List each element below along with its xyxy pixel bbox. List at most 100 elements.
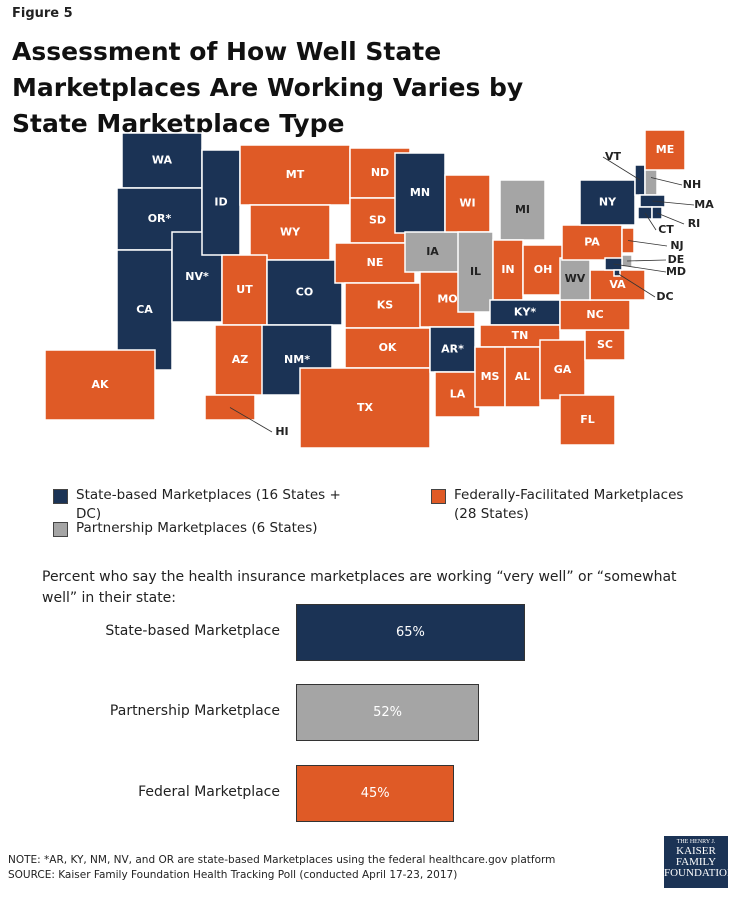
state-label: NV* [185, 270, 209, 283]
state [504, 346, 541, 408]
note: NOTE: *AR, KY, NM, NV, and OR are state-… [8, 854, 556, 866]
state-label: WA [152, 154, 173, 167]
leader-line [602, 156, 641, 181]
state [261, 324, 333, 396]
leader-line [652, 200, 695, 206]
figure-label: Figure 5 [12, 6, 73, 21]
leader-line [644, 212, 657, 231]
state-label: OK [379, 341, 397, 354]
legend-label: Federally-Facilitated Marketplaces (28 S… [454, 487, 684, 522]
leader-line [656, 212, 685, 225]
leader-line [650, 177, 683, 186]
state [344, 327, 431, 369]
state-label: PA [584, 236, 600, 249]
state-label: OR* [148, 212, 172, 225]
state-label: WV [565, 272, 586, 285]
state [299, 367, 431, 449]
state [239, 144, 351, 206]
state [44, 349, 156, 421]
state-label: IL [470, 265, 481, 278]
state-label: GA [554, 363, 572, 376]
value-label: 45% [360, 786, 390, 801]
state-label: ND [371, 166, 389, 179]
state [522, 244, 564, 296]
leader-line [616, 272, 656, 298]
state [559, 257, 591, 301]
state-label: RI [688, 217, 701, 230]
state [434, 371, 481, 418]
state-label: KY* [514, 306, 536, 319]
state-label: FL [580, 413, 595, 426]
state-label: VA [609, 278, 626, 291]
state-label: NH [683, 178, 701, 191]
state [344, 282, 426, 329]
legend-swatch [53, 522, 68, 537]
bar: 52% [296, 684, 480, 741]
leader-line [613, 263, 667, 273]
state [201, 149, 241, 256]
state-label: NC [586, 308, 603, 321]
category-label: Federal Marketplace [138, 783, 280, 800]
logo-text: THE HENRY J. [676, 839, 716, 845]
state-label: MD [666, 265, 686, 278]
logo-text: KAISER [676, 845, 716, 857]
state-label: KS [377, 299, 394, 312]
leader-line [229, 407, 273, 433]
state-label: AR* [441, 343, 464, 356]
legend-label: Partnership Marketplaces (6 States) [76, 520, 318, 536]
legend-swatch [431, 489, 446, 504]
state-label: OH [534, 263, 553, 276]
state [644, 129, 686, 171]
state-label: VT [605, 150, 622, 163]
state [499, 179, 546, 241]
state-label: MI [515, 203, 530, 216]
state [474, 346, 506, 408]
state-label: IA [426, 245, 439, 258]
bar: 45% [296, 765, 455, 822]
state [559, 299, 631, 331]
bar: 65% [296, 604, 525, 661]
legend-label: State-based Marketplaces (16 States + DC… [76, 487, 341, 522]
source: SOURCE: Kaiser Family Foundation Health … [8, 869, 458, 881]
category-label: State-based Marketplace [105, 622, 280, 639]
state-label: WI [459, 197, 475, 210]
logo-text: FAMILY [675, 856, 717, 868]
category-label: Partnership Marketplace [109, 702, 280, 719]
state-label: ME [656, 143, 674, 156]
state [249, 204, 331, 261]
leader-line [626, 259, 667, 262]
state-label: AK [91, 378, 109, 391]
legend-swatch [53, 489, 68, 504]
logo: THE HENRY J. KAISER FAMILY FOUNDATION [664, 836, 735, 888]
leader-line [627, 240, 668, 247]
state-label: MS [481, 370, 500, 383]
state-label: MO [437, 293, 457, 306]
state-label: CO [296, 286, 313, 299]
state-label: NE [367, 256, 384, 269]
state-label: CT [658, 223, 674, 236]
state [492, 239, 524, 301]
title: Assessment of How Well State Marketplace… [12, 37, 524, 138]
state-label: MN [410, 186, 430, 199]
state-label: MT [286, 168, 305, 181]
state [561, 224, 623, 261]
state-label: IN [501, 263, 514, 276]
state [394, 152, 446, 234]
value-label: 65% [395, 625, 425, 640]
state-label: DE [668, 253, 685, 266]
state-label: AL [515, 370, 531, 383]
state-label: HI [275, 425, 288, 438]
state-label: NY [599, 196, 617, 209]
state [579, 179, 636, 226]
chart-title: Percent who say the health insurance mar… [42, 569, 677, 606]
state [266, 259, 343, 326]
state-label: WY [280, 226, 301, 239]
logo-text: FOUNDATION [664, 867, 735, 879]
state-label: SC [597, 338, 613, 351]
state-label: ID [214, 196, 227, 209]
state-label: LA [450, 388, 466, 401]
state-label: SD [369, 214, 386, 227]
state-label: NM* [284, 353, 310, 366]
state-label: MA [694, 198, 714, 211]
state-label: NJ [670, 239, 683, 252]
